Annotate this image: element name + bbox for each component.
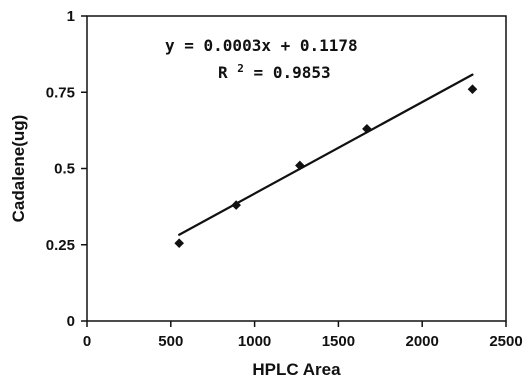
r-squared-superscript: 2 — [237, 62, 244, 75]
y-axis-ticks: 0 0.25 0.5 0.75 1 — [46, 8, 87, 330]
r-squared-label: R 2 = 0.9853 — [218, 62, 331, 83]
x-tick-label: 1000 — [238, 333, 271, 350]
y-axis-title: Cadalene(ug) — [9, 115, 28, 223]
regression-equation: y = 0.0003x + 0.1178 — [165, 36, 358, 55]
trendline-layer — [178, 73, 474, 236]
data-point — [467, 84, 478, 94]
x-tick-label: 500 — [158, 333, 183, 350]
y-tick-label: 0.75 — [46, 84, 75, 101]
r-squared-value: = 0.9853 — [254, 63, 331, 82]
x-axis-ticks: 0 500 1000 1500 2000 2500 — [83, 321, 523, 350]
plot-area-frame — [86, 15, 507, 322]
x-tick-label: 2500 — [489, 333, 522, 350]
data-point — [295, 160, 305, 171]
x-axis-title: HPLC Area — [252, 360, 341, 379]
r-squared-prefix: R — [218, 63, 228, 82]
y-tick-label: 0.5 — [54, 161, 75, 178]
y-tick-label: 0 — [67, 313, 75, 330]
data-point — [362, 124, 372, 134]
x-tick-label: 2000 — [406, 333, 439, 350]
data-points-layer — [174, 84, 478, 249]
y-tick-label: 0.25 — [46, 237, 75, 254]
trendline — [178, 73, 474, 236]
y-tick-label: 1 — [67, 8, 75, 25]
x-tick-label: 1500 — [322, 333, 355, 350]
data-point — [231, 200, 241, 210]
x-tick-label: 0 — [83, 333, 91, 350]
data-point — [174, 238, 184, 249]
